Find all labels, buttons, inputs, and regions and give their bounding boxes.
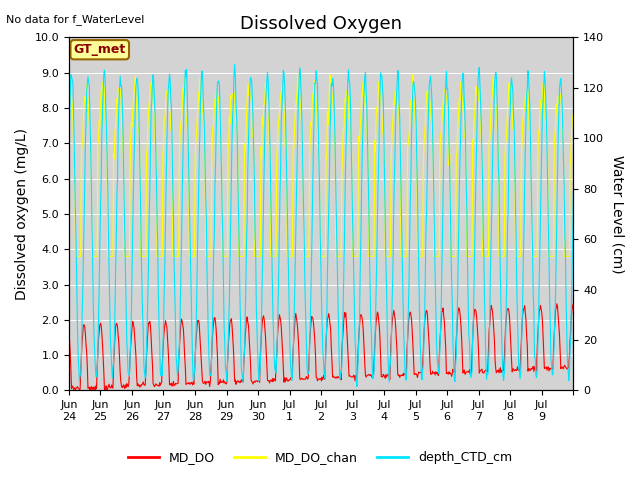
Title: Dissolved Oxygen: Dissolved Oxygen <box>240 15 402 33</box>
Text: GT_met: GT_met <box>74 43 126 56</box>
Text: No data for f_WaterLevel: No data for f_WaterLevel <box>6 14 145 25</box>
Y-axis label: Water Level (cm): Water Level (cm) <box>611 155 625 273</box>
Y-axis label: Dissolved oxygen (mg/L): Dissolved oxygen (mg/L) <box>15 128 29 300</box>
Legend: MD_DO, MD_DO_chan, depth_CTD_cm: MD_DO, MD_DO_chan, depth_CTD_cm <box>123 446 517 469</box>
